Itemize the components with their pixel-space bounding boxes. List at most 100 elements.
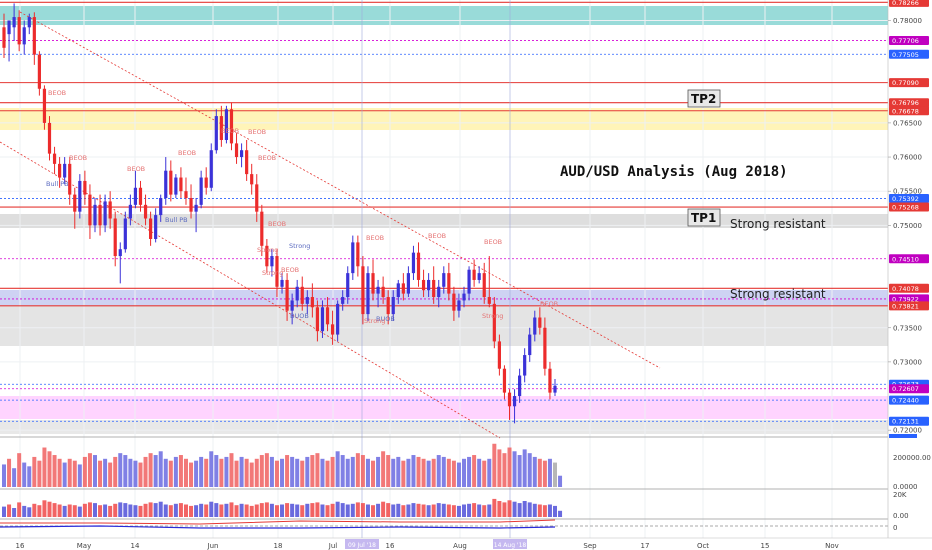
- candle-body: [336, 303, 340, 335]
- osc-bar-34: [173, 503, 178, 517]
- osc-bar-62: [315, 502, 320, 517]
- candle-6: [32, 12, 36, 65]
- osc-bar-29: [148, 502, 153, 517]
- candle-body: [548, 368, 552, 393]
- volume-bar-65: [330, 456, 335, 487]
- osc-bar-40: [204, 504, 209, 517]
- volume-bar-35: [178, 455, 183, 487]
- candle-109: [553, 378, 557, 397]
- candle-body: [73, 194, 77, 212]
- osc-bar-46: [234, 505, 239, 517]
- osc2-line-blue: [0, 525, 556, 529]
- candle-93: [472, 259, 476, 287]
- candle-body: [154, 215, 158, 239]
- price-tag-7: 0.75268: [889, 202, 929, 212]
- osc-bar-39: [199, 503, 204, 517]
- candle-body: [396, 283, 400, 298]
- osc-bar-60: [305, 503, 310, 517]
- osc-bar-84: [426, 505, 431, 517]
- volume-bar-61: [310, 455, 315, 487]
- osc-bar-59: [300, 505, 305, 517]
- candle-49: [250, 163, 254, 195]
- candle-32: [164, 157, 168, 205]
- price-tag-text: 0.76678: [892, 107, 919, 115]
- volume-bar-93: [472, 455, 477, 487]
- annotation-label-5: Bull PB: [165, 216, 188, 224]
- volume-bar-51: [259, 455, 264, 487]
- osc-bar-66: [335, 501, 340, 517]
- volume-bar-78: [396, 456, 401, 487]
- candle-41: [209, 143, 213, 192]
- volume-bar-99: [502, 453, 507, 487]
- price-axis: 0.78000 0.76500 0.76000 0.75500 0.75000 0.735…: [888, 17, 922, 435]
- osc-bar-22: [113, 503, 118, 517]
- price-tag-text: 0.75392: [892, 195, 919, 203]
- candle-8: [42, 85, 47, 130]
- time-highlight-0: 09 Jul '18: [345, 539, 379, 549]
- candle-body: [381, 286, 385, 298]
- candle-body: [255, 184, 259, 212]
- osc-bar-14: [72, 505, 77, 517]
- price-tag-9: 0.74078: [889, 283, 929, 293]
- volume-bar-73: [371, 460, 376, 487]
- candle-body: [528, 334, 532, 356]
- osc-bar-99: [502, 502, 507, 517]
- candle-body: [189, 198, 193, 212]
- osc-bar-93: [472, 503, 477, 517]
- volume-bar-83: [421, 458, 426, 487]
- volume-bar-76: [386, 455, 391, 487]
- candle-body: [204, 177, 208, 188]
- osc-bar-57: [290, 503, 295, 517]
- osc-bar-31: [158, 501, 163, 517]
- volume-bar-20: [103, 458, 108, 487]
- candle-1: [7, 20, 11, 62]
- volume-bar-102: [517, 455, 522, 487]
- osc-bar-64: [325, 505, 330, 517]
- candle-body: [376, 286, 380, 294]
- volume-bar-98: [497, 449, 502, 487]
- annotation-label-16: BUOB: [376, 315, 395, 323]
- price-tag-0: 0.78266: [889, 0, 929, 7]
- candle-body: [447, 273, 451, 294]
- sub-axis-label-4: 0: [893, 524, 897, 532]
- time-label-4: 18: [274, 542, 283, 550]
- time-label-12: Nov: [825, 542, 839, 550]
- candle-body: [42, 88, 47, 123]
- osc2-line-red: [0, 519, 556, 525]
- candle-18: [93, 198, 97, 233]
- candle-body: [553, 385, 557, 393]
- candle-body: [68, 163, 72, 195]
- candle-body: [351, 242, 355, 274]
- price-tag-text: 0.72607: [892, 385, 919, 393]
- price-label-4: 0.75000: [893, 222, 922, 230]
- candle-31: [159, 194, 163, 222]
- candle-60: [305, 290, 309, 315]
- osc-bar-37: [189, 505, 194, 517]
- osc-bar-53: [269, 503, 274, 517]
- candle-44: [224, 105, 229, 144]
- time-highlight-text: 09 Jul '18: [348, 542, 376, 549]
- candle-64: [325, 297, 330, 332]
- candle-body: [113, 218, 117, 257]
- price-label-5: 0.73500: [893, 324, 922, 332]
- candle-22: [113, 211, 117, 267]
- candle-19: [98, 194, 102, 236]
- osc-bar-20: [103, 504, 108, 517]
- osc-bar-48: [244, 504, 249, 517]
- candle-body: [543, 327, 547, 369]
- volume-bar-94: [477, 458, 482, 487]
- candle-body: [194, 204, 198, 212]
- candle-52: [265, 238, 269, 274]
- volume-bar-67: [340, 455, 345, 487]
- candle-71: [361, 256, 365, 325]
- candle-body: [270, 256, 274, 267]
- volume-bar-80: [406, 458, 411, 487]
- candle-59: [300, 276, 304, 311]
- candle-body: [209, 150, 213, 188]
- annotation-label-14: BUOB: [290, 312, 309, 320]
- candle-103: [523, 348, 527, 383]
- zone-grey-2: [0, 306, 888, 346]
- volume-bar-59: [300, 460, 305, 487]
- price-tag-bg: [889, 294, 929, 304]
- osc-bar-47: [239, 503, 244, 517]
